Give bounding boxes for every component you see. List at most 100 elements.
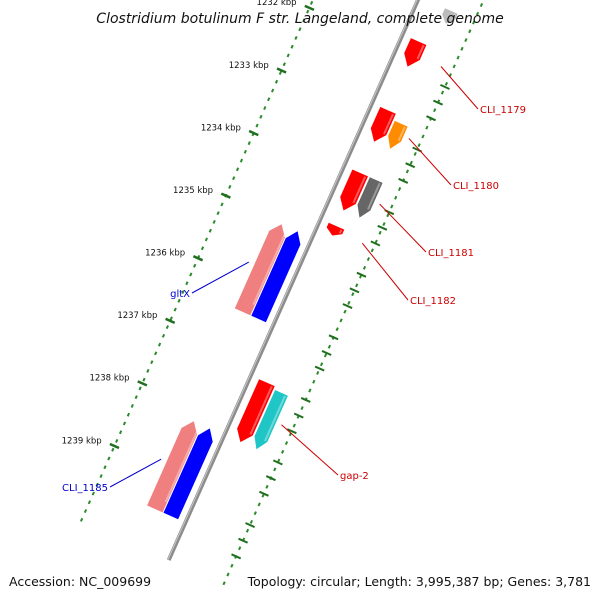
gene-gltx-body	[251, 231, 301, 323]
backbone-line	[166, 0, 421, 561]
gene-cli_1180-body	[370, 106, 396, 142]
feature-5-body	[147, 421, 198, 513]
feature-2-shine	[367, 182, 381, 210]
gc-dot-inner	[177, 298, 181, 303]
gene-cli_1182-shine	[338, 229, 343, 234]
gc-dot-inner	[200, 246, 205, 251]
feature-1-shine	[397, 126, 406, 142]
gc-dot-inner	[220, 202, 224, 207]
gene-label-cli_1180[interactable]: CLI_1180	[453, 181, 499, 192]
gc-dot-inner	[270, 88, 275, 93]
minor-tick	[272, 459, 283, 466]
gc-dot-outer	[366, 257, 371, 262]
gc-dot-outer	[362, 265, 367, 270]
gc-dot-outer	[479, 3, 484, 7]
minor-tick	[231, 553, 242, 560]
gc-dot-outer	[257, 502, 261, 507]
gc-dot-outer	[409, 160, 413, 165]
gc-dot-inner	[309, 0, 314, 5]
gc-dot-outer	[300, 406, 304, 411]
gc-dot-outer	[355, 283, 359, 288]
gc-dot-inner	[134, 395, 138, 400]
minor-tick	[293, 412, 304, 419]
gc-dot-outer	[397, 186, 402, 192]
gc-dot-inner	[165, 325, 170, 330]
gc-dot-outer	[456, 55, 460, 60]
gc-dot-outer	[327, 344, 332, 349]
gc-dot-inner	[99, 474, 103, 479]
gc-content-track	[79, 0, 484, 586]
gene-label-leader	[440, 66, 479, 110]
gc-dot-inner	[142, 377, 146, 382]
gc-dot-inner	[216, 211, 220, 216]
gene-label-gltx[interactable]: gltX	[170, 289, 190, 300]
feature-1	[388, 120, 408, 149]
kbp-tick-label: 1232 kbp	[257, 0, 297, 8]
gc-dot-inner	[259, 114, 263, 119]
gc-dot-outer	[316, 370, 320, 375]
gc-dot-inner	[161, 333, 166, 338]
gc-dot-inner	[83, 509, 88, 514]
gene-cli_1179-shine	[416, 44, 425, 60]
gene-label-leader	[191, 261, 250, 294]
gc-dot-inner	[239, 158, 244, 163]
gc-dot-outer	[319, 362, 324, 367]
gc-dot-inner	[122, 421, 127, 426]
gc-dot-inner	[306, 9, 310, 14]
gc-dot-inner	[247, 141, 251, 146]
gc-dot-inner	[267, 97, 271, 102]
minor-tick	[286, 428, 297, 435]
gc-dot-inner	[298, 27, 302, 32]
gene-labels: CLI_1179 CLI_1180 CLI_1181 CLI_1182 gltX gap-…	[62, 66, 526, 494]
gene-label-cli_1182[interactable]: CLI_1182	[410, 296, 456, 307]
gc-dot-outer	[245, 528, 250, 533]
kbp-tick	[137, 380, 148, 387]
gc-dot-outer	[273, 467, 277, 472]
gc-dot-inner	[255, 123, 259, 128]
gc-dot-outer	[468, 29, 472, 34]
gc-dot-inner	[95, 482, 99, 487]
gene-cli_1182	[326, 222, 345, 236]
feature-0-shine	[451, 13, 456, 20]
gene-label-cli_1179[interactable]: CLI_1179	[480, 105, 526, 116]
gene-label-gap-2[interactable]: gap-2	[340, 471, 369, 482]
gene-cli_1181	[340, 169, 368, 211]
gc-dot-outer	[253, 511, 257, 516]
gc-dot-outer	[265, 484, 269, 489]
gc-dot-inner	[235, 167, 240, 172]
gc-dot-outer	[249, 519, 254, 524]
gc-dot-inner	[302, 18, 306, 23]
kbp-tick-label: 1234 kbp	[201, 123, 241, 133]
gc-dot-outer	[440, 90, 445, 95]
gc-dot-inner	[91, 491, 95, 496]
feature-0	[442, 8, 458, 24]
kbp-tick-label: 1235 kbp	[173, 186, 213, 196]
gc-dot-outer	[472, 20, 476, 25]
gc-dot-inner	[228, 184, 232, 189]
gc-dot-outer	[280, 449, 285, 454]
gene-label-leader	[361, 242, 409, 301]
gc-dot-outer	[284, 441, 289, 446]
feature-3-shine	[236, 220, 272, 298]
gene-label-leader	[379, 203, 427, 253]
gene-cli_1180-shine	[383, 113, 394, 135]
gc-dot-outer	[230, 563, 234, 568]
gene-label-cli_1185[interactable]: CLI_1185	[62, 483, 108, 494]
gene-label-cli_1181[interactable]: CLI_1181	[428, 248, 474, 259]
minor-tick	[258, 490, 269, 497]
genome-summary-text: Topology: circular; Length: 3,995,387 bp…	[247, 574, 591, 589]
gc-dot-inner	[130, 403, 134, 408]
gene-gap-2	[237, 379, 275, 443]
gc-dot-outer	[292, 423, 296, 428]
kbp-tick-label: 1239 kbp	[62, 436, 102, 446]
gc-dot-outer	[238, 546, 242, 551]
minor-tick	[300, 396, 311, 403]
gc-dot-inner	[204, 237, 209, 242]
gc-dot-inner	[87, 500, 92, 505]
gc-dot-inner	[193, 263, 197, 268]
gc-dot-inner	[263, 106, 267, 111]
kbp-tick	[276, 67, 287, 74]
gc-dot-inner	[146, 368, 150, 373]
minor-tick	[349, 287, 360, 294]
gc-dot-inner	[157, 342, 162, 347]
